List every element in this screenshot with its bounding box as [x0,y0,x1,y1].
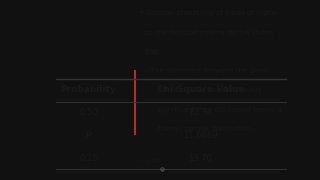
Text: 0.50: 0.50 [79,108,98,117]
Text: 13.70: 13.70 [188,154,212,163]
Text: 10.34: 10.34 [188,108,212,117]
Text: so the decision criteria for 5% states: so the decision criteria for 5% states [145,30,274,35]
Text: P: P [86,131,91,140]
Text: • Criteria: probability of equal or higher: • Criteria: probability of equal or high… [140,10,278,16]
Text: – The difference between the given: – The difference between the given [145,68,269,74]
Text: Probability: Probability [60,85,116,94]
Text: P = 0.401: P = 0.401 [137,159,161,164]
Text: follows normal distribution: follows normal distribution [151,126,251,132]
Text: 0.25: 0.25 [79,154,98,163]
Text: Chi-Square Value: Chi-Square Value [156,85,244,94]
Text: significant than chi-square hence it: significant than chi-square hence it [151,107,282,112]
Text: that:: that: [145,49,162,55]
Text: 11.6669: 11.6669 [183,131,218,140]
Text: distribution is not statistically: distribution is not statistically [151,87,261,93]
